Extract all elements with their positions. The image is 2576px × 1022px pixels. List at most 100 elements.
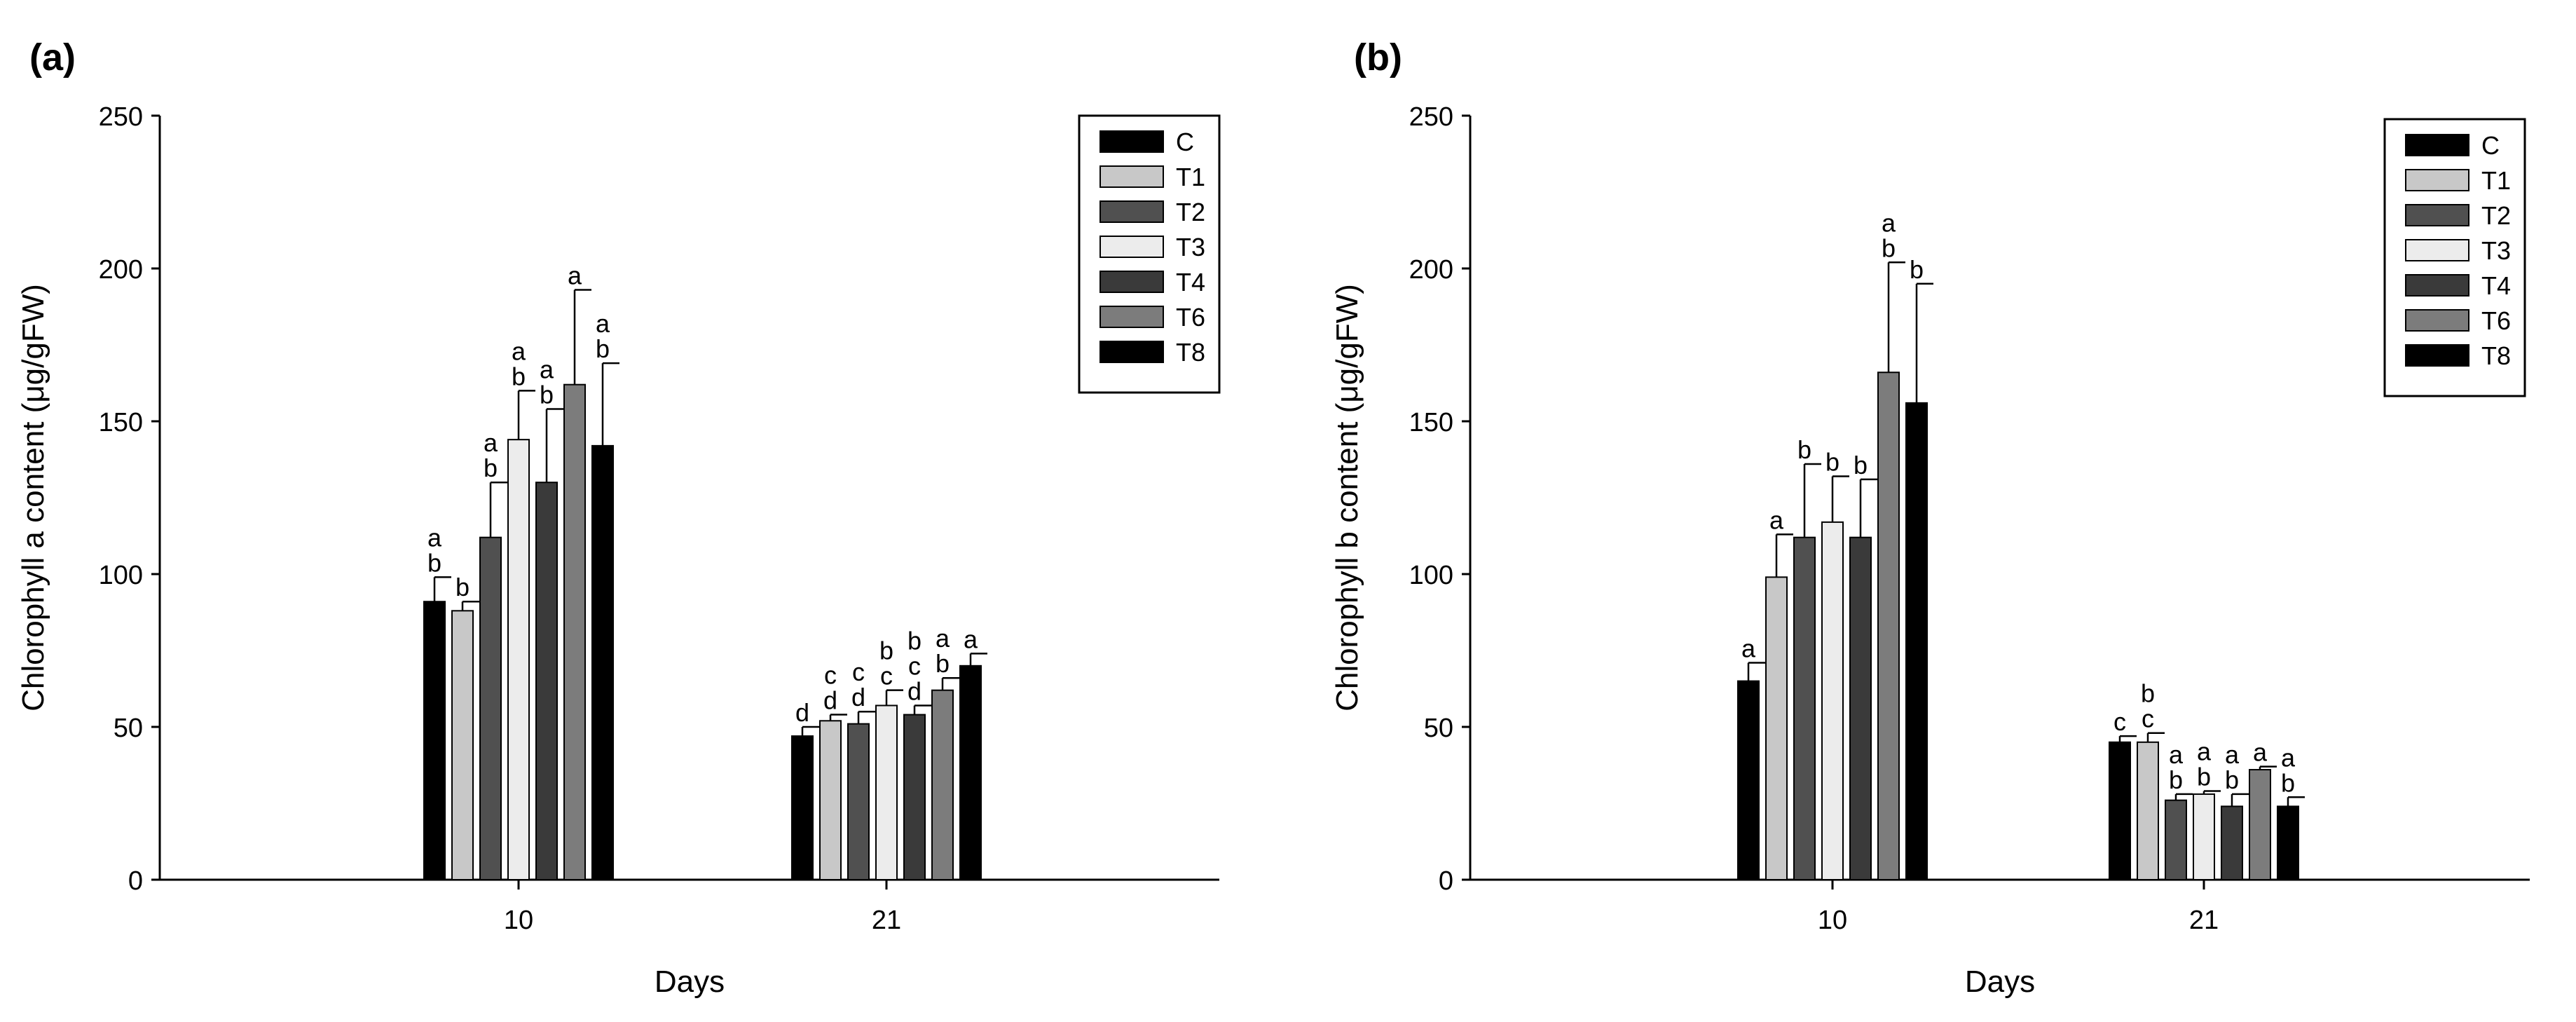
y-tick-label: 50 (1424, 714, 1453, 743)
y-tick-label: 200 (99, 255, 143, 285)
significance-letter: b (455, 573, 470, 601)
y-axis-label: Chlorophyll a content (μg/gFW) (16, 284, 50, 711)
bar (2165, 799, 2187, 881)
y-tick-label: 150 (1409, 408, 1453, 437)
panel-a: (a) 0 50 100 150 200 250 Chlorophyll a content … (16, 36, 1221, 999)
legend-label: T3 (2481, 236, 2511, 265)
panel-b: (b) 0 50 100 150 200 250 Chlorophyll b content … (1330, 36, 2530, 999)
y-tick-label: 150 (99, 408, 143, 437)
x-tick-label: 10 (504, 906, 533, 935)
bar (1793, 536, 1816, 880)
legend-label: C (1176, 128, 1194, 156)
y-tick-label: 0 (128, 866, 143, 896)
bar (2109, 741, 2131, 881)
legend-label: T6 (2481, 306, 2511, 335)
legend-swatch (1099, 306, 1164, 328)
bar (451, 610, 474, 880)
significance-letter: c (2113, 707, 2126, 736)
bar (2193, 793, 2215, 881)
significance-letter: b (1825, 447, 1839, 476)
bar (591, 444, 614, 880)
bar (931, 689, 954, 880)
y-tick-label: 0 (1439, 866, 1453, 896)
legend-swatch (2405, 239, 2469, 261)
legend-label: T4 (2481, 271, 2511, 300)
legend-swatch (2405, 309, 2469, 332)
bar (2137, 741, 2159, 881)
bar (2277, 805, 2299, 880)
bar (847, 723, 870, 881)
bar (563, 383, 586, 880)
legend-swatch (1099, 341, 1164, 363)
bar (423, 601, 446, 880)
bar (479, 536, 502, 880)
bar (1821, 521, 1844, 880)
significance-letter: a (2253, 738, 2268, 767)
legend-label: T4 (1176, 268, 1205, 297)
legend-label: T2 (2481, 201, 2511, 230)
legend-swatch (1099, 165, 1164, 188)
legend-label: T1 (2481, 166, 2511, 195)
legend-swatch (2405, 204, 2469, 226)
legend-swatch (2405, 274, 2469, 297)
x-tick-label: 21 (2189, 906, 2219, 935)
bar (1905, 402, 1928, 880)
bar (2221, 805, 2243, 880)
x-tick-label: 21 (872, 906, 901, 935)
panel-label: (b) (1354, 36, 1402, 79)
y-tick-label: 250 (99, 102, 143, 132)
bar (1765, 576, 1788, 880)
y-tick-label: 100 (99, 561, 143, 590)
legend-swatch (1099, 271, 1164, 293)
significance-letter: b (1797, 435, 1811, 464)
significance-letter: d (795, 698, 809, 727)
legend-label: T3 (1176, 233, 1205, 261)
legend-swatch (2405, 169, 2469, 191)
x-tick-label: 10 (1818, 906, 1847, 935)
x-axis-label: Days (655, 965, 725, 999)
bar (1849, 536, 1872, 880)
y-tick-label: 50 (114, 714, 143, 743)
bar (507, 439, 530, 880)
significance-letter: a (568, 261, 582, 290)
bar (791, 735, 814, 880)
bar (903, 714, 926, 880)
legend-swatch (2405, 134, 2469, 156)
bar (2249, 769, 2271, 881)
legend-label: C (2481, 131, 2500, 160)
significance-letter: a (1769, 505, 1784, 534)
legend-label: T1 (1176, 163, 1205, 191)
legend-swatch (1099, 130, 1164, 153)
significance-letter: b (1854, 451, 1868, 479)
legend-swatch (1099, 236, 1164, 258)
legend-swatch (2405, 344, 2469, 367)
bar (1737, 680, 1760, 880)
significance-letter: a (964, 625, 978, 653)
bar (1877, 372, 1900, 880)
legend-label: T6 (1176, 303, 1205, 332)
legend-swatch (1099, 200, 1164, 223)
x-axis-label: Days (1965, 965, 2035, 999)
y-tick-label: 100 (1409, 561, 1453, 590)
y-tick-label: 250 (1409, 102, 1453, 132)
bar (535, 482, 558, 880)
panel-label: (a) (29, 36, 76, 79)
y-axis-label: Chlorophyll b content (μg/gFW) (1330, 284, 1364, 711)
significance-letter: a (1741, 634, 1756, 662)
